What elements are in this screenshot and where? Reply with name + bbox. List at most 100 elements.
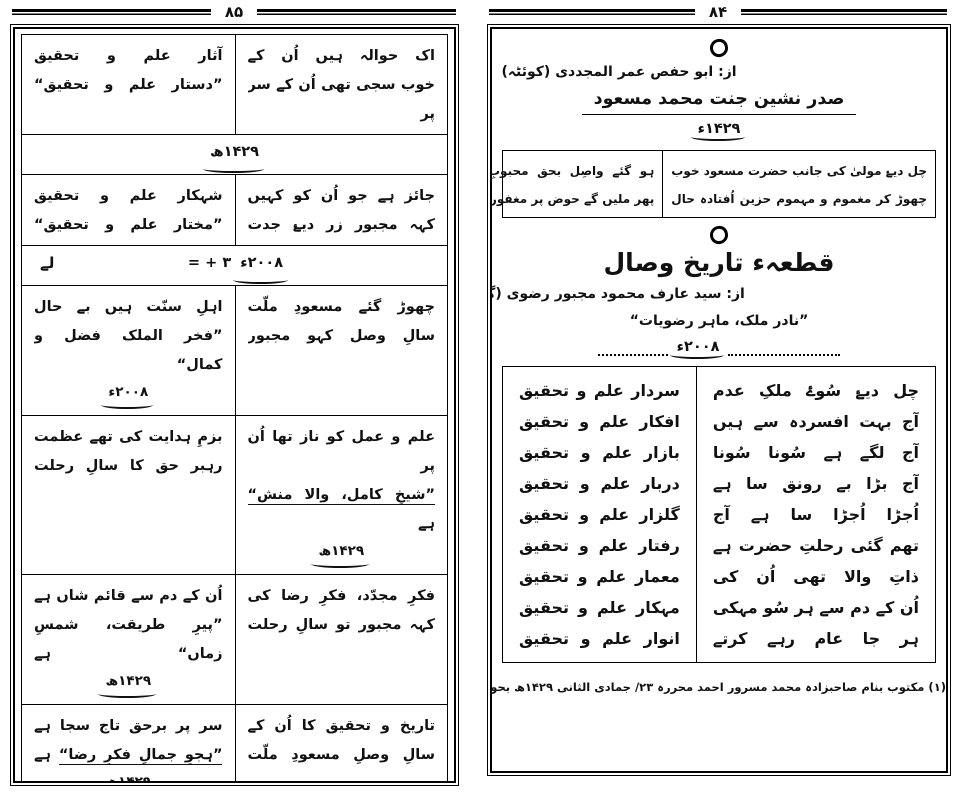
chronogram-poem-table: اک حوالہ ہیں اُن کے خوب سجی تھی اُن کے س…: [21, 34, 448, 781]
underlined-chronogram: ”ہجوِ جمالِ فکرِ رضا“: [58, 747, 223, 765]
date-stamp: ۱۴۲۹ء: [690, 121, 746, 142]
date-stamp: ۱۴۲۹ھ: [311, 539, 369, 569]
hemistich-first: چل دیۓ مولیٰ کی جانب حضرت مسعود خوب چھوڑ…: [662, 151, 935, 217]
header-rule: [489, 9, 695, 15]
poem-table: چل دیۓ سُوۓ ملکِ عدم آج بہت افسردہ سے ہی…: [502, 366, 936, 663]
verse-line: کہہ مجبور تو سالِ رحلت: [247, 617, 436, 633]
verse-line: چھوڑ کر مغموم و مہموم حزین اُفتادہ حال: [671, 192, 927, 206]
verse-line: اہلِ سنّت ہیں بے حال: [34, 299, 223, 315]
date-stamp: ۱۴۲۹ھ: [101, 770, 155, 781]
verse-tail: ہے: [34, 747, 51, 763]
verse-tail: ہے: [34, 646, 51, 662]
date-stamp: ۱۴۲۹ھ: [203, 135, 264, 174]
verse-line: جائز ہے جو اُن کو کہیں: [247, 188, 436, 204]
verse-line: تھم گئی رحلتِ حضرت ہے: [712, 536, 919, 555]
refrain-line: بازار علم و تحقیق: [519, 443, 680, 462]
poem-title: قطعہء تاریخ وصال: [603, 248, 835, 277]
verse-line: ہر جا عام رہے کرتے: [712, 629, 919, 648]
refrain-column: سردار علم و تحقیق افکار علم و تحقیق بازا…: [503, 367, 696, 662]
verse-line: علم و عمل کو ناز تھا اُن پر: [247, 429, 436, 474]
verse-line: سالِ وصل کہو مجبور: [247, 328, 436, 344]
verse-row: اک حوالہ ہیں اُن کے خوب سجی تھی اُن کے س…: [22, 35, 447, 135]
verse-line: ذاتِ والا تھی اُن کی: [712, 567, 919, 586]
verse-line: رہبر حق کا سالِ رحلت: [34, 458, 223, 474]
page-85: اک حوالہ ہیں اُن کے خوب سجی تھی اُن کے س…: [10, 24, 459, 786]
verse-line: تاریخ و تحقیق کا اُن کے: [247, 718, 436, 734]
refrain-line: افکار علم و تحقیق: [519, 412, 680, 431]
footnote: (۱) مکتوب بنام صاحبزادہ محمد مسرور احمد …: [492, 680, 946, 694]
chronogram-expression: = + ۳: [187, 255, 232, 271]
hemistich-first: تاریخ و تحقیق کا اُن کے سالِ وصلِ مسعودِ…: [234, 705, 448, 781]
verse-line: کہہ مجبور زر دیۓ جدت: [247, 217, 436, 233]
verse-line: خوب سجی تھی اُن کے سر پر: [247, 77, 436, 122]
page-number: ۸۴: [708, 3, 728, 21]
verse-row: جائز ہے جو اُن کو کہیں کہہ مجبور زر دیۓ …: [22, 175, 447, 246]
hemistich-first: علم و عمل کو ناز تھا اُن پر ”شیخِ کامل، …: [234, 416, 448, 574]
verse-line: ”مختار علم و تحقیق“: [34, 217, 223, 233]
cell-date: ۱۴۲۹ھ: [248, 539, 436, 569]
date-stamp: ۲۰۰۸ء: [669, 339, 725, 360]
verse-row: چھوڑ گئے مسعودِ ملّت سالِ وصل کہو مجبور …: [22, 286, 447, 416]
hemistich-first: جائز ہے جو اُن کو کہیں کہہ مجبور زر دیۓ …: [234, 175, 448, 245]
underlined-chronogram: ”شیخِ کامل، والا منش“: [247, 487, 435, 505]
date-stamp: ۲۰۰۸ء: [101, 380, 154, 410]
verse-line: فکرِ مجدّد، فکرِ رضا کی: [247, 588, 436, 604]
verse-line: بزمِ ہدایت کی تھے عظمت: [34, 429, 223, 445]
verse-tail: ہے: [418, 516, 435, 532]
verse-line: آثار علم و تحقیق: [34, 48, 223, 64]
byline-author-2: از: سید عارف محمود مجبور رضوی (گجرات): [492, 283, 946, 305]
hemistich-second: سر پر برحق تاج سجا ہے ”ہجوِ جمالِ فکرِ ر…: [22, 705, 235, 781]
verse-line: اک حوالہ ہیں اُن کے: [247, 48, 436, 64]
ring-ornament-icon: [708, 37, 730, 59]
verse-line: ہو گئے واصِل بحق محبوبِ حق مسعود خوب: [490, 164, 655, 178]
verse-line: چل دیۓ مولیٰ کی جانب حضرت مسعود خوب: [671, 164, 927, 178]
byline-author-1: از: ابو حفص عمر المجددی (کوئٹہ): [492, 61, 946, 83]
hemistich-first-column: چل دیۓ سُوۓ ملکِ عدم آج بہت افسردہ سے ہی…: [695, 367, 935, 662]
dotted-rule: [728, 352, 841, 356]
verse-line: ”شیخِ کامل، والا منش“ ہے: [247, 481, 435, 539]
refrain-line: گلزار علم و تحقیق: [519, 505, 680, 524]
verse-line: ”فخر الملک فضل و کمال“: [34, 328, 223, 373]
page-84: از: ابو حفص عمر المجددی (کوئٹہ) صدر نشین…: [487, 24, 951, 776]
side-mark: لے: [40, 254, 55, 272]
verse-line: ”ہجوِ جمالِ فکرِ رضا“ ہے: [34, 741, 223, 770]
page-number: ۸۵: [224, 3, 244, 21]
dotted-year-line: ۲۰۰۸ء: [492, 339, 946, 360]
refrain-line: دربار علم و تحقیق: [519, 474, 680, 493]
byline-text: از: سید عارف محمود مجبور رضوی (گجرات): [492, 286, 745, 302]
cell-date: ۱۴۲۹ھ: [34, 669, 223, 699]
verse-line: اُجڑا اُجڑا سا ہے آج: [712, 505, 919, 524]
header-rule: [741, 9, 947, 15]
verse-row: فکرِ مجدّد، فکرِ رضا کی کہہ مجبور تو سال…: [22, 575, 447, 705]
header-rule: [12, 9, 211, 15]
section-title: صدر نشین جنت محمد مسعود: [581, 87, 857, 115]
verse-line: سر پر برحق تاج سجا ہے: [34, 718, 223, 734]
refrain-line: سردار علم و تحقیق: [519, 381, 680, 400]
hemistich-second: بزمِ ہدایت کی تھے عظمت رہبر حق کا سالِ ر…: [22, 416, 235, 574]
verse-line: آج بڑا بے رونق سا ہے: [712, 474, 919, 493]
refrain-line: رفتار علم و تحقیق: [519, 536, 680, 555]
chronogram-year-row: ۱۴۲۹ھ: [22, 135, 447, 175]
hemistich-second: اہلِ سنّت ہیں بے حال ”فخر الملک فضل و کم…: [22, 286, 235, 415]
couplet-table: چل دیۓ مولیٰ کی جانب حضرت مسعود خوب چھوڑ…: [492, 150, 936, 218]
page-84-content: از: ابو حفص عمر المجددی (کوئٹہ) صدر نشین…: [492, 29, 946, 699]
chronogram-sum-row: ۲۰۰۸ء = + ۳ لے: [22, 246, 447, 286]
verse-line: اُن کے دم سے ہر سُو مہکی: [712, 598, 919, 617]
hemistich-second: شہکار علم و تحقیق ”مختار علم و تحقیق“: [22, 175, 235, 245]
dotted-rule: [597, 352, 668, 356]
quoted-chronogram: ”پیرِ طریقت، شمسِ زماں“: [34, 617, 223, 662]
verse-line: شہکار علم و تحقیق: [34, 188, 223, 204]
page-85-frame: اک حوالہ ہیں اُن کے خوب سجی تھی اُن کے س…: [13, 27, 456, 783]
verse-line: پھر ملیں گے حوض پر مغفور ربّ مسعود خوب ل…: [490, 192, 655, 206]
verse-line: ”پیرِ طریقت، شمسِ زماں“ ہے: [34, 611, 223, 669]
verse-line: چھوڑ گئے مسعودِ ملّت: [247, 299, 436, 315]
header-rule: [257, 9, 456, 15]
hemistich-second: ہو گئے واصِل بحق محبوبِ حق مسعود خوب پھر…: [490, 151, 662, 217]
page-number-header-85: ۸۵: [12, 3, 456, 21]
year-line: ۱۴۲۹ء: [492, 121, 946, 142]
section-title-wrap: صدر نشین جنت محمد مسعود: [492, 83, 946, 115]
verse-row: تاریخ و تحقیق کا اُن کے سالِ وصلِ مسعودِ…: [22, 705, 448, 781]
page-84-frame: از: ابو حفص عمر المجددی (کوئٹہ) صدر نشین…: [490, 27, 948, 773]
cell-date: ۲۰۰۸ء: [34, 380, 223, 410]
verse-row: علم و عمل کو ناز تھا اُن پر ”شیخِ کامل، …: [22, 416, 447, 575]
